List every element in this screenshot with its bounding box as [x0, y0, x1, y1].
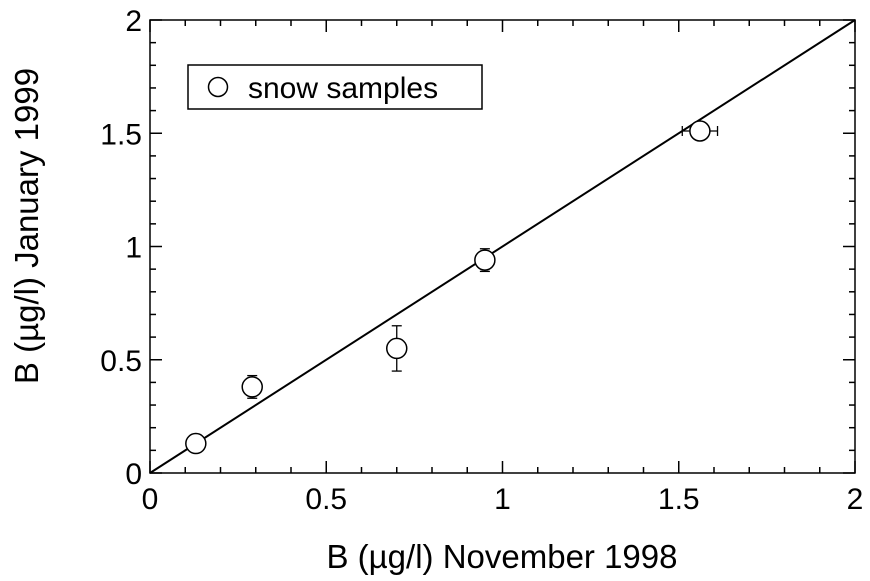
data-marker [185, 432, 207, 455]
y-tick-label: 1 [125, 232, 142, 265]
y-tick-label: 0 [125, 458, 142, 491]
y-axis-label: B (µg/l) January 1999 [8, 68, 45, 384]
y-tick-labels: 0 0.5 1 1.5 2 [100, 5, 142, 491]
data-point [241, 374, 263, 399]
y-tick-label: 0.5 [100, 345, 142, 378]
data-point [474, 248, 496, 273]
data-point [681, 120, 719, 142]
reference-line [149, 19, 856, 474]
data-point [185, 432, 207, 455]
legend: snow samples [187, 64, 483, 110]
data-marker [241, 376, 263, 398]
x-tick-label: 0.5 [305, 483, 347, 516]
x-tick-label: 1 [494, 483, 511, 516]
data-point [386, 325, 408, 372]
legend-marker [207, 76, 229, 98]
data-marker [474, 249, 496, 271]
data-points [185, 120, 719, 455]
x-tick-labels: 0 0.5 1 1.5 2 [142, 483, 864, 516]
x-axis-label: B (µg/l) November 1998 [327, 538, 678, 575]
data-marker [386, 337, 408, 360]
legend-label: snow samples [248, 72, 438, 105]
x-tick-label: 1.5 [658, 483, 700, 516]
y-tick-label: 2 [125, 5, 142, 38]
minor-ticks [150, 20, 855, 473]
x-tick-label: 2 [847, 483, 864, 516]
major-ticks [149, 19, 856, 474]
y-tick-label: 1.5 [100, 118, 142, 151]
x-tick-label: 0 [142, 483, 159, 516]
legend-box [187, 64, 483, 110]
data-marker [689, 120, 711, 142]
